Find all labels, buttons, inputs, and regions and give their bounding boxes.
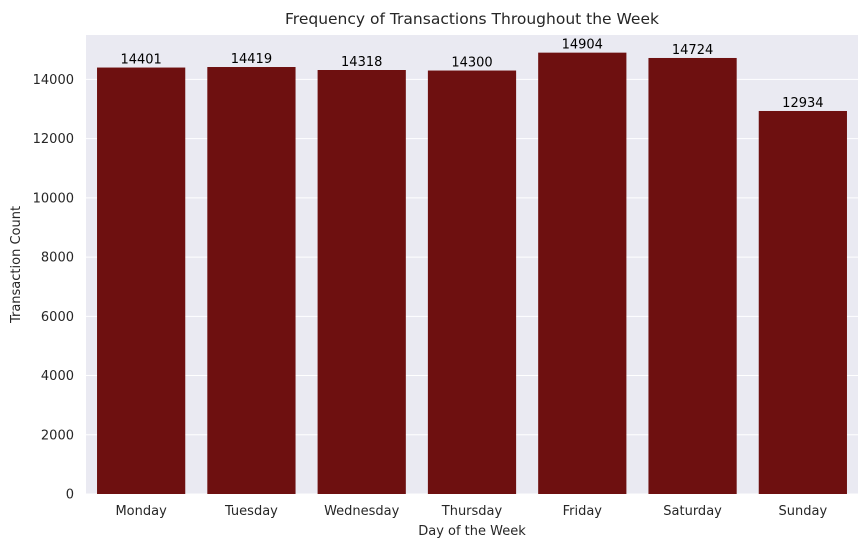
x-tick-label: Sunday <box>779 504 828 519</box>
bar-value-label: 14401 <box>120 53 161 68</box>
y-tick-label: 10000 <box>33 191 74 206</box>
bar-value-label: 14724 <box>672 43 713 58</box>
bar-sunday <box>758 110 847 495</box>
x-tick-label: Saturday <box>663 504 722 519</box>
bar-monday <box>97 67 186 494</box>
x-tick-label: Tuesday <box>224 504 278 519</box>
x-tick-label: Monday <box>115 504 167 519</box>
y-axis-ticks: 0 2000 4000 6000 8000 10000 12000 14000 <box>33 73 74 503</box>
bar-friday <box>538 52 627 494</box>
y-tick-label: 6000 <box>41 310 74 325</box>
y-tick-label: 12000 <box>33 132 74 147</box>
chart-title: Frequency of Transactions Throughout the… <box>285 10 659 28</box>
x-tick-label: Wednesday <box>324 504 400 519</box>
bar-value-label: 14904 <box>562 38 603 53</box>
y-tick-label: 4000 <box>41 369 74 384</box>
bar-value-labels: 14401 14419 14318 14300 14904 14724 12934 <box>120 38 823 111</box>
x-axis-ticks: Monday Tuesday Wednesday Thursday Friday Satu… <box>115 504 827 519</box>
y-tick-label: 2000 <box>41 428 74 443</box>
y-tick-label: 14000 <box>33 73 74 88</box>
bar-value-label: 14419 <box>231 52 272 67</box>
bar-tuesday <box>207 67 296 495</box>
x-tick-label: Friday <box>563 504 603 519</box>
y-axis-label: Transaction Count <box>9 206 24 324</box>
bar-thursday <box>427 70 517 494</box>
x-axis-label: Day of the Week <box>418 524 526 539</box>
bar-wednesday <box>317 70 406 495</box>
bar-value-label: 12934 <box>782 96 823 111</box>
bar-saturday <box>648 57 737 494</box>
y-tick-label: 8000 <box>41 251 74 266</box>
y-tick-label: 0 <box>66 488 74 503</box>
bar-value-label: 14318 <box>341 55 382 70</box>
bars <box>97 52 847 495</box>
x-tick-label: Thursday <box>441 504 503 519</box>
bar-value-label: 14300 <box>451 56 492 71</box>
